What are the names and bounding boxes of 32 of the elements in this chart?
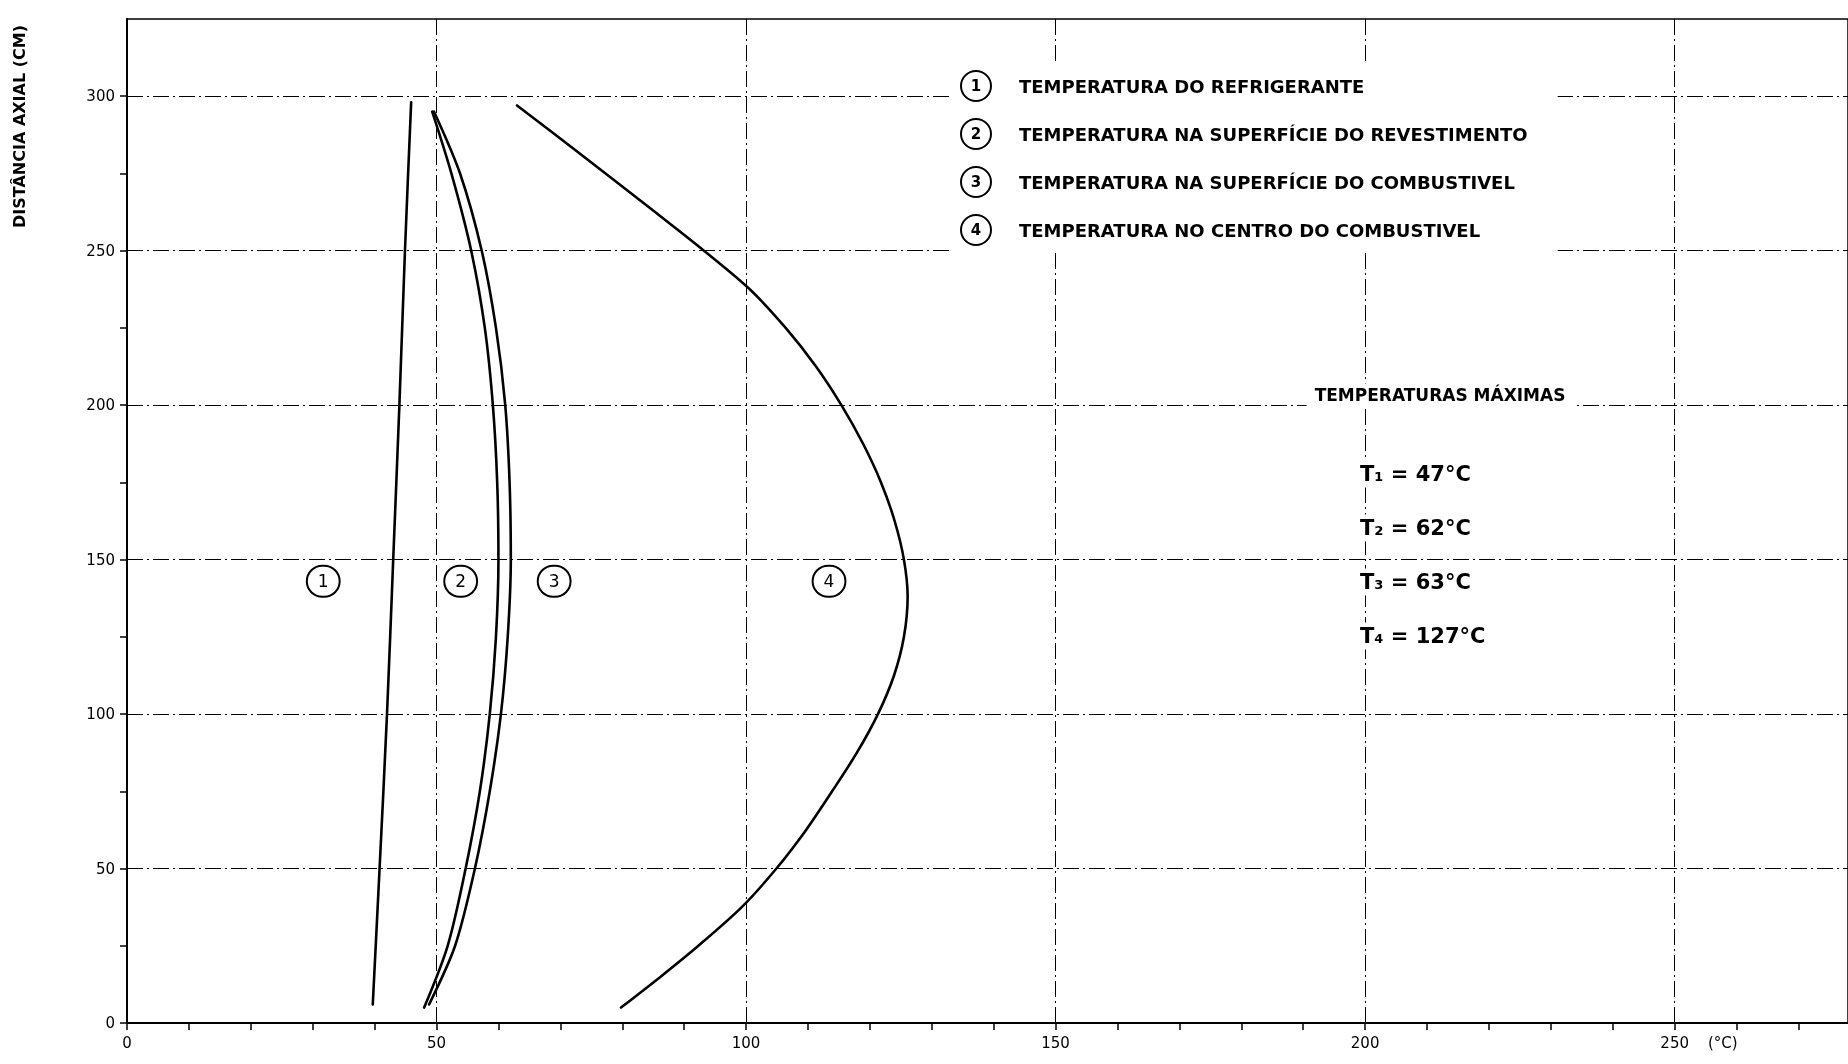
legend-label: TEMPERATURA DO REFRIGERANTE — [1019, 75, 1365, 97]
x-tick-label: 250 — [1660, 1033, 1689, 1052]
x-tick-label: 200 — [1350, 1033, 1380, 1052]
y-tick-label: 300 — [86, 87, 115, 106]
y-axis-title: DISTÂNCIA AXIAL (CM) — [9, 25, 29, 228]
legend-label: TEMPERATURA NA SUPERFÍCIE DO REVESTIMENTO — [1018, 123, 1528, 145]
text: 2 — [970, 125, 982, 143]
y-tick-label: 150 — [86, 550, 115, 569]
text: 1 — [970, 77, 982, 95]
annotation: T₂ = 62°C — [1360, 516, 1471, 540]
x-tick-label: 100 — [731, 1033, 761, 1052]
annotation: T₃ = 63°C — [1360, 570, 1471, 594]
annotation: 1 — [317, 571, 329, 592]
legend-label: TEMPERATURA NO CENTRO DO COMBUSTIVEL — [1019, 219, 1481, 241]
annotation: 3 — [548, 571, 560, 592]
y-tick-label: 200 — [86, 396, 115, 415]
y-tick-label: 250 — [86, 241, 115, 260]
annotation: T₄ = 127°C — [1360, 624, 1486, 648]
text: 4 — [970, 221, 982, 239]
annotation: 2 — [455, 571, 467, 592]
text: 3 — [970, 173, 982, 191]
x-tick-label: 0 — [122, 1033, 132, 1052]
x-axis-title: (°C) — [1708, 1033, 1738, 1052]
y-tick-label: 50 — [95, 859, 115, 878]
y-tick-label: 100 — [86, 705, 115, 724]
x-tick-label: 50 — [426, 1033, 447, 1052]
legend-label: TEMPERATURA NA SUPERFÍCIE DO COMBUSTIVEL — [1018, 171, 1515, 193]
annotation: 4 — [823, 571, 835, 592]
annotation: TEMPERATURAS MÁXIMAS — [1314, 384, 1566, 405]
y-tick-label: 0 — [105, 1014, 115, 1032]
annotation: T₁ = 47°C — [1360, 462, 1471, 486]
x-tick-label: 150 — [1041, 1033, 1070, 1052]
